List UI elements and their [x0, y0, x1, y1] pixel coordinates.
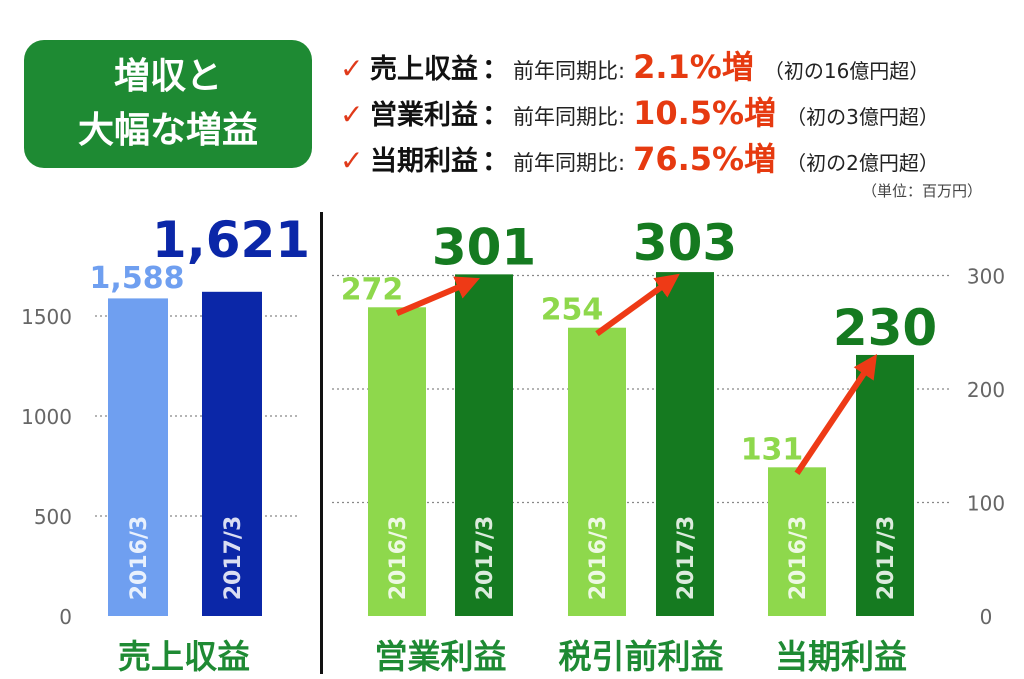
data-label: 1,588 [90, 261, 185, 296]
kpi-prefix: 前年同期比: [513, 105, 626, 129]
kpi-note: （初の3億円超） [786, 105, 939, 129]
trend-arrow [395, 276, 480, 317]
kpi-colon: ： [482, 146, 509, 177]
bar-税引前利益-2017/3 [656, 272, 714, 616]
bar-当期利益-2017/3 [856, 354, 914, 616]
bar-period-label: 2016/3 [786, 516, 811, 601]
bar-period-label: 2017/3 [221, 516, 246, 601]
kpi-row-operating-profit: ✓ 営業利益 ： 前年同期比: 10.5%増 （初の3億円超） [340, 88, 939, 132]
badge-line-1: 増収と [113, 56, 222, 97]
bar-period-label: 2017/3 [874, 516, 899, 601]
kpi-value: 10.5%増 [633, 94, 777, 132]
headline-badge: 増収と 大幅な増益 [24, 40, 312, 168]
bar-period-label: 2017/3 [674, 516, 699, 601]
bar-当期利益-2016/3 [768, 467, 826, 616]
trend-arrow [595, 273, 680, 337]
check-icon: ✓ [340, 52, 364, 85]
kpi-name: 売上収益 [370, 54, 478, 85]
category-label: 当期利益 [775, 637, 907, 676]
data-label: 272 [341, 272, 404, 307]
kpi-note: （初の2億円超） [786, 151, 939, 175]
kpi-row-revenue: ✓ 売上収益 ： 前年同期比: 2.1%増 （初の16億円超） [340, 42, 929, 86]
kpi-prefix: 前年同期比: [513, 151, 626, 175]
bar-period-label: 2017/3 [473, 516, 498, 601]
data-label: 303 [633, 214, 737, 272]
data-label: 254 [541, 293, 604, 328]
bar-税引前利益-2016/3 [568, 327, 626, 616]
y-tick-label: 300 [967, 265, 1005, 289]
kpi-value: 76.5%増 [633, 140, 777, 178]
kpi-row-net-profit: ✓ 当期利益 ： 前年同期比: 76.5%増 （初の2億円超） [340, 134, 939, 178]
check-icon: ✓ [340, 98, 364, 131]
bar-period-label: 2016/3 [586, 516, 611, 601]
bar-revenue-2017/3 [202, 291, 262, 616]
y-tick-label: 500 [34, 505, 72, 529]
category-label: 営業利益 [375, 637, 507, 676]
bar-営業利益-2017/3 [455, 274, 513, 616]
category-label: 税引前利益 [559, 637, 724, 676]
kpi-prefix: 前年同期比: [513, 59, 626, 83]
data-label: 301 [432, 218, 536, 276]
chart-divider [320, 212, 323, 674]
category-label: 売上収益 [118, 637, 250, 676]
y-tick-label: 100 [967, 492, 1005, 516]
y-tick-label: 0 [980, 605, 993, 629]
bar-period-label: 2016/3 [386, 516, 411, 601]
badge-line-2: 大幅な増益 [77, 110, 258, 151]
y-tick-label: 200 [967, 378, 1005, 402]
kpi-name: 当期利益 [370, 146, 478, 177]
bar-period-label: 2016/3 [127, 516, 152, 601]
unit-label: （単位：百万円） [861, 182, 982, 200]
y-tick-label: 1000 [21, 405, 72, 429]
data-label: 1,621 [152, 211, 310, 269]
check-icon: ✓ [340, 144, 364, 177]
data-label: 131 [741, 432, 804, 467]
data-label: 230 [833, 299, 937, 357]
bar-revenue-2016/3 [108, 298, 168, 616]
kpi-colon: ： [482, 100, 509, 131]
y-tick-label: 0 [59, 605, 72, 629]
kpi-value: 2.1%増 [633, 48, 754, 86]
kpi-name: 営業利益 [370, 100, 478, 131]
kpi-colon: ： [482, 54, 509, 85]
y-tick-label: 1500 [21, 305, 72, 329]
bar-営業利益-2016/3 [368, 307, 426, 616]
kpi-note: （初の16億円超） [763, 59, 930, 83]
trend-arrow [794, 353, 878, 475]
